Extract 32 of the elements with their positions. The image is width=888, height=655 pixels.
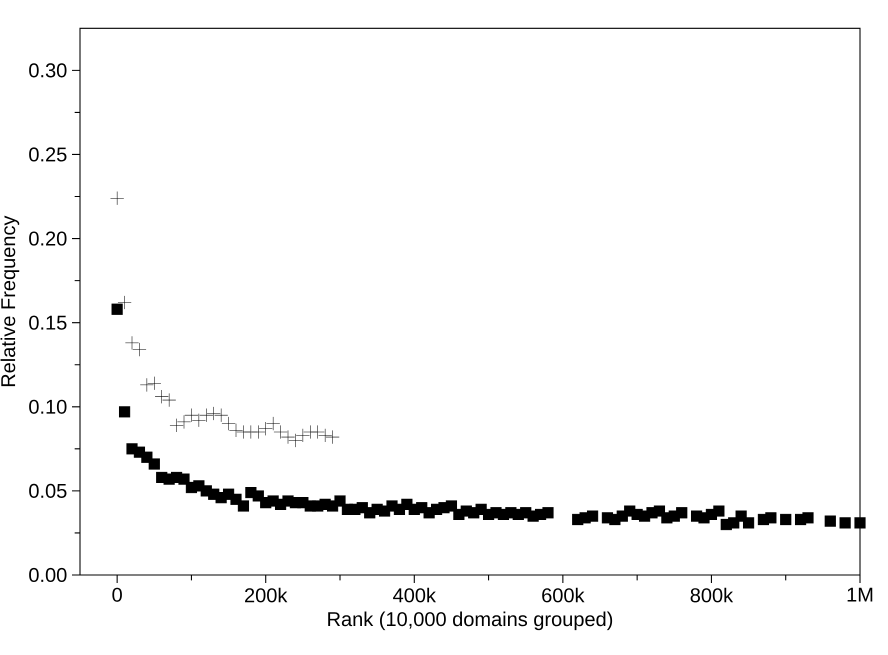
point	[288, 433, 302, 448]
point	[251, 425, 266, 439]
y-axis-title: Relative Frequency	[0, 216, 20, 386]
point	[199, 408, 214, 422]
point	[147, 376, 162, 390]
x-tick-label: 800k	[690, 588, 734, 602]
point	[170, 418, 184, 432]
y-tick-label: 0.00	[29, 568, 66, 582]
point	[118, 296, 132, 310]
y-tick-label: 0.20	[29, 231, 66, 246]
point	[177, 414, 191, 429]
x-tick-label: 1M	[848, 588, 872, 602]
x-axis-title: Rank (10,000 domains grouped)	[328, 612, 612, 630]
y-tick-label: 0.30	[29, 63, 66, 78]
y-tick-label: 0.10	[29, 400, 66, 414]
point	[206, 406, 221, 420]
point	[326, 430, 340, 444]
point	[154, 390, 169, 404]
point	[140, 378, 154, 392]
point	[110, 191, 124, 206]
point	[310, 425, 325, 439]
point	[296, 428, 310, 442]
x-tick-label: 600k	[542, 588, 585, 602]
point	[162, 393, 176, 407]
x-tick-label: 0	[112, 588, 122, 602]
x-tick-label: 400k	[393, 588, 436, 602]
point	[318, 428, 332, 442]
y-tick-label: 0.05	[29, 484, 66, 498]
y-tick-label: 0.25	[29, 147, 66, 162]
y-tick-label: 0.15	[29, 316, 66, 330]
point	[258, 422, 273, 436]
x-tick-label: 200k	[245, 588, 288, 602]
